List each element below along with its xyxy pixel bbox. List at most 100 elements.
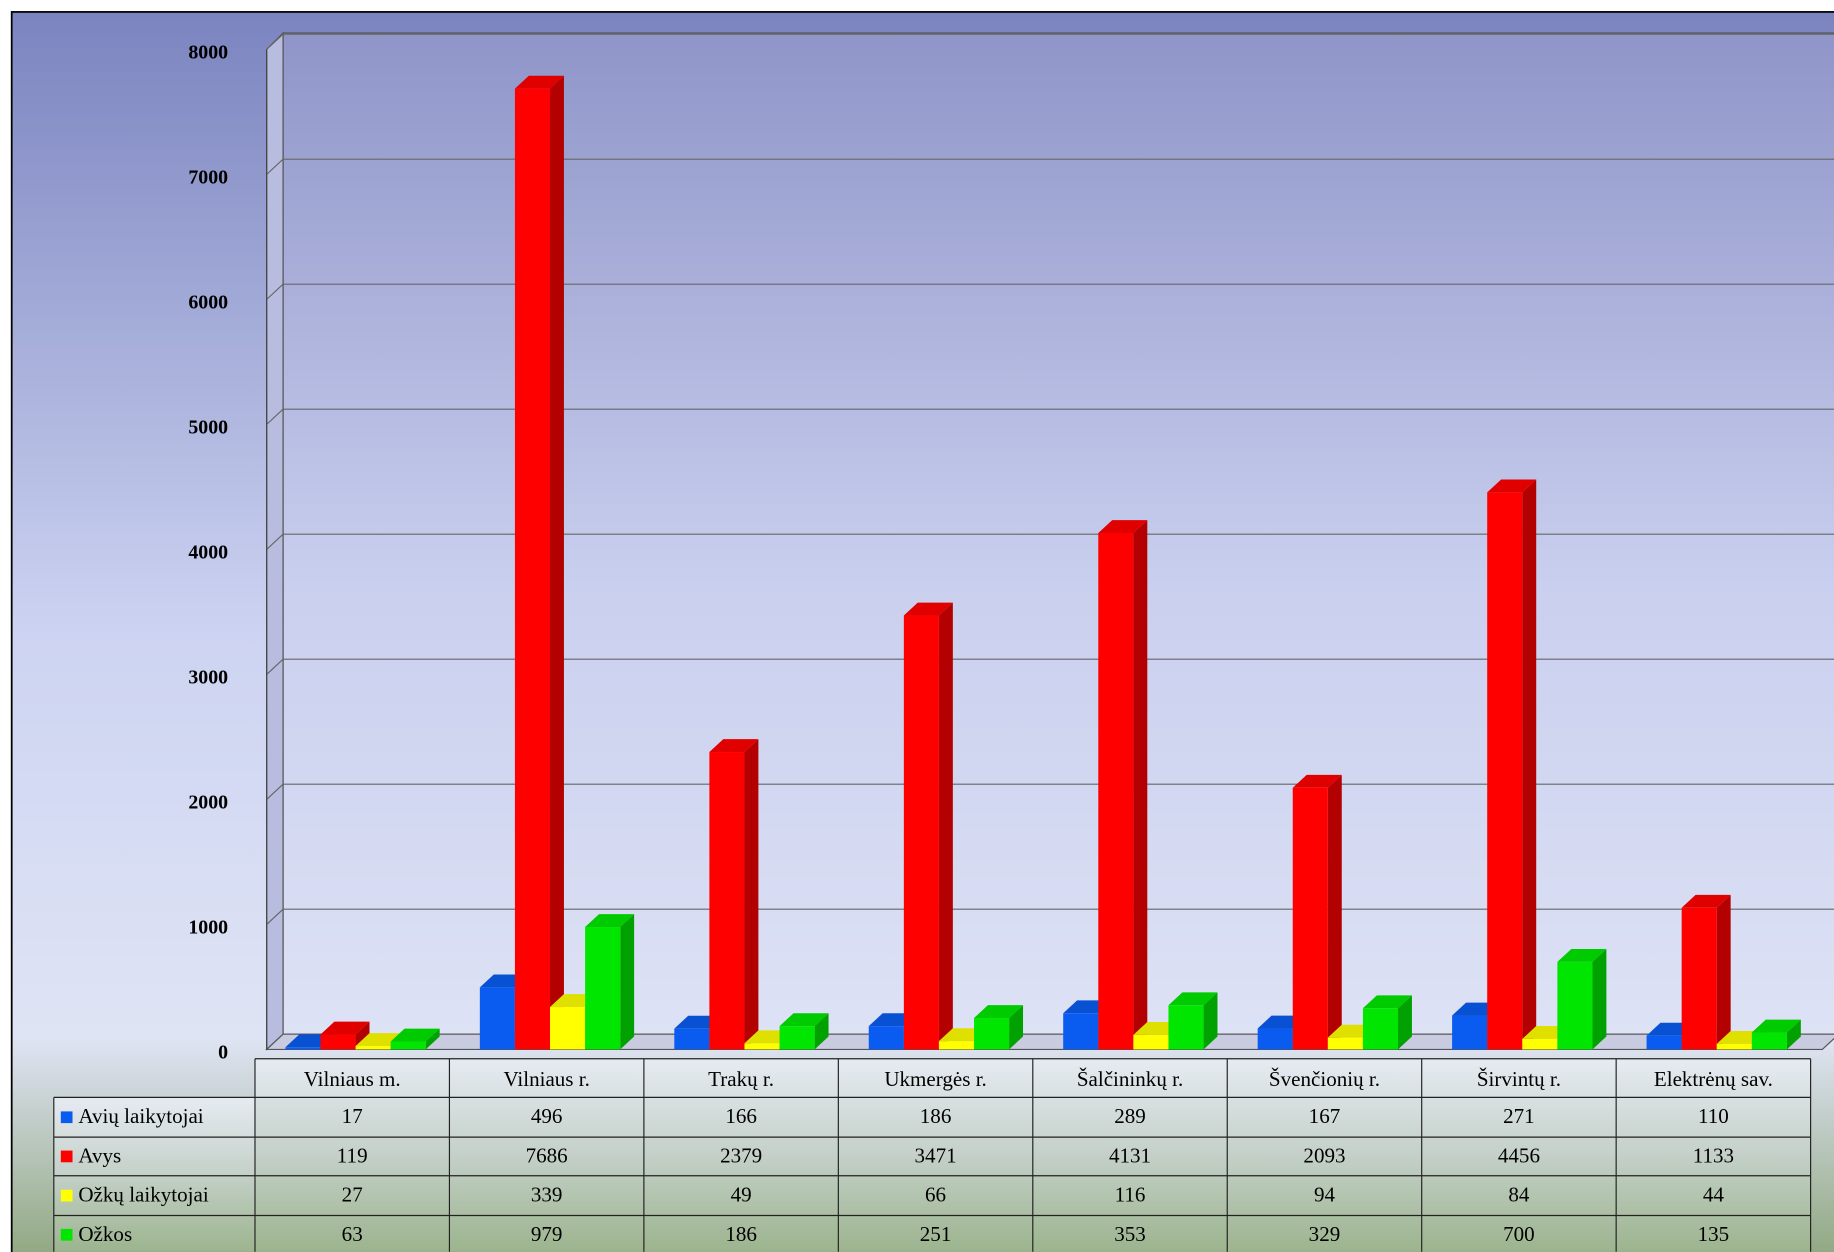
table-cell: 329	[1309, 1222, 1341, 1246]
bar	[779, 1026, 815, 1050]
bar-side	[425, 1028, 440, 1050]
grid-line	[266, 158, 284, 175]
table-cell: 2093	[1303, 1143, 1345, 1167]
table-cell: 166	[725, 1104, 757, 1128]
y-tick-label: 7000	[188, 167, 228, 189]
legend-label: Ožkos	[78, 1222, 132, 1246]
bar-top	[585, 914, 635, 928]
bar	[974, 1018, 1010, 1050]
table-cell: 3471	[915, 1143, 957, 1167]
bar	[479, 987, 515, 1050]
bar-side	[1592, 948, 1607, 1050]
table-cell: 110	[1698, 1104, 1729, 1128]
table-cell: 700	[1503, 1222, 1535, 1246]
bar-top	[974, 1005, 1024, 1019]
grid-line	[266, 658, 284, 675]
bar	[1646, 1035, 1682, 1050]
y-tick-label: 6000	[188, 292, 228, 314]
y-tick-label: 1000	[188, 917, 228, 939]
bar	[1681, 907, 1717, 1050]
table-cell: 186	[920, 1104, 952, 1128]
floor	[265, 1033, 1834, 1050]
table-cell: 66	[925, 1183, 946, 1207]
bar	[674, 1028, 710, 1050]
table-bg	[53, 1097, 255, 1252]
bar	[709, 752, 745, 1050]
bar-top	[1168, 992, 1218, 1006]
bar-top	[709, 739, 759, 753]
grid-line	[266, 408, 284, 425]
x-tick-label: Elektrėnų sav.	[1654, 1067, 1773, 1091]
bar-side	[1786, 1019, 1801, 1050]
x-tick-label: Vilniaus m.	[304, 1067, 401, 1091]
legend-swatch	[60, 1228, 73, 1241]
x-tick-label: Vilniaus r.	[503, 1067, 589, 1091]
table-cell: 979	[531, 1222, 563, 1246]
table-cell: 1133	[1693, 1143, 1734, 1167]
legend-swatch	[60, 1150, 73, 1163]
legend-label: Avys	[78, 1143, 121, 1167]
table-cell: 49	[731, 1183, 752, 1207]
grid-line	[266, 33, 284, 50]
bar-side	[938, 602, 953, 1050]
x-tick-label: Ukmergės r.	[884, 1067, 987, 1091]
bar-top	[1098, 520, 1148, 534]
bar-top	[1362, 995, 1412, 1009]
bar-side	[744, 739, 759, 1050]
table-cell: 271	[1503, 1104, 1535, 1128]
table-cell: 167	[1309, 1104, 1341, 1128]
table-cell: 4456	[1498, 1143, 1540, 1167]
x-tick-label: Širvintų r.	[1477, 1067, 1561, 1091]
bar-top	[903, 602, 953, 616]
x-tick-label: Trakų r.	[708, 1067, 774, 1091]
bar	[1557, 961, 1593, 1050]
table-cell: 496	[531, 1104, 563, 1128]
bar-top	[1681, 894, 1731, 908]
bar-side	[1398, 995, 1412, 1050]
table-cell: 339	[531, 1183, 563, 1207]
table-cell: 2379	[720, 1143, 762, 1167]
table-cell: 186	[725, 1222, 757, 1246]
bar-top	[390, 1028, 440, 1042]
bar	[903, 615, 939, 1050]
grid-line	[266, 283, 284, 300]
bar-side	[1009, 1005, 1024, 1050]
bar	[320, 1034, 356, 1050]
y-tick-label: 5000	[188, 417, 228, 439]
x-tick-label: Šalčininkų r.	[1077, 1067, 1183, 1091]
table-cell: 119	[337, 1143, 368, 1167]
grid-line	[266, 783, 284, 800]
y-tick-label: 8000	[188, 42, 228, 64]
table-cell: 84	[1508, 1183, 1530, 1207]
table-cell: 251	[920, 1222, 952, 1246]
bar-side	[1327, 774, 1342, 1050]
bar-top	[514, 75, 564, 89]
bar	[390, 1041, 426, 1050]
bar	[1522, 1038, 1558, 1050]
bar	[744, 1043, 780, 1050]
bar-side	[1716, 894, 1731, 1050]
bar-top	[320, 1021, 370, 1035]
bar	[355, 1046, 391, 1050]
bar-top	[779, 1013, 829, 1027]
bar-side	[814, 1013, 829, 1050]
y-tick-label: 4000	[188, 542, 228, 564]
bar-side	[620, 914, 635, 1050]
table-cell: 94	[1314, 1183, 1336, 1207]
bar	[868, 1026, 904, 1050]
table-cell: 63	[342, 1222, 363, 1246]
x-tick-label: Švenčionių r.	[1269, 1067, 1380, 1091]
bar	[285, 1047, 321, 1050]
legend-label: Ožkų laikytojai	[78, 1183, 208, 1207]
table-cell: 7686	[526, 1143, 568, 1167]
table-cell: 116	[1115, 1183, 1146, 1207]
bar	[585, 927, 621, 1050]
grid-line	[266, 533, 284, 550]
bar-side	[1133, 520, 1148, 1050]
bar-top	[1487, 479, 1537, 493]
legend-swatch	[60, 1111, 73, 1124]
legend-swatch	[60, 1189, 73, 1202]
y-tick-label: 3000	[188, 667, 228, 689]
